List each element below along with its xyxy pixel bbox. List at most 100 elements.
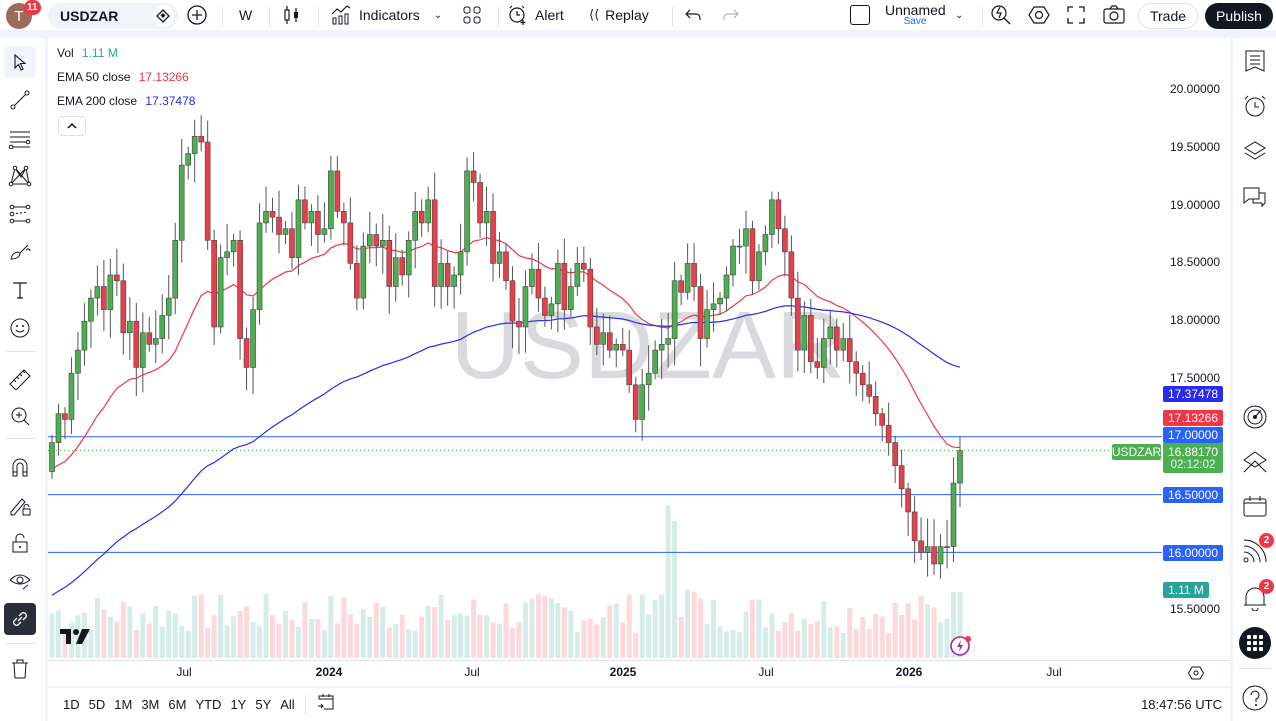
candle[interactable] [315, 195, 321, 254]
candle[interactable] [593, 308, 600, 356]
candle[interactable] [360, 232, 367, 310]
lock-all-drawings[interactable] [4, 527, 36, 559]
candle[interactable] [120, 263, 127, 355]
layout-checkbox[interactable] [850, 0, 870, 32]
calendar-button[interactable] [1240, 491, 1270, 521]
candle[interactable] [568, 268, 574, 317]
news-feed-button[interactable] [1240, 536, 1270, 566]
candle[interactable] [328, 155, 334, 240]
candle[interactable] [451, 266, 457, 309]
candle[interactable] [606, 315, 613, 359]
candle[interactable] [866, 361, 873, 404]
quick-search-button[interactable] [990, 0, 1012, 32]
candle[interactable] [769, 191, 775, 248]
candle[interactable] [146, 316, 153, 352]
candle[interactable] [944, 519, 950, 569]
chat-button[interactable] [1240, 183, 1270, 213]
candle[interactable] [555, 249, 561, 333]
sync-drawings[interactable] [4, 603, 36, 635]
candle[interactable] [710, 282, 717, 332]
candle[interactable] [386, 225, 393, 315]
candle[interactable] [334, 156, 341, 218]
candle[interactable] [730, 238, 736, 287]
save-link[interactable]: Save [903, 16, 927, 27]
candle[interactable] [308, 204, 315, 246]
candle[interactable] [470, 152, 477, 202]
candle[interactable] [243, 327, 250, 391]
candle[interactable] [418, 199, 425, 237]
candle[interactable] [178, 138, 185, 263]
candle[interactable] [736, 228, 743, 265]
candle[interactable] [392, 233, 399, 302]
candle[interactable] [165, 274, 172, 340]
candle[interactable] [717, 291, 723, 316]
candle[interactable] [827, 310, 834, 365]
flash-alert-button[interactable] [949, 634, 971, 656]
candle[interactable] [762, 225, 769, 266]
range-3m[interactable]: 3M [141, 697, 160, 712]
products-menu-button[interactable] [1239, 627, 1271, 659]
replay-button[interactable]: ⟨⟨ Replay [589, 7, 649, 23]
candle[interactable] [425, 186, 431, 233]
forecast-tool[interactable] [4, 198, 36, 230]
tradingview-logo[interactable] [60, 628, 92, 646]
hotlists-button[interactable] [1240, 402, 1270, 432]
candle[interactable] [879, 407, 885, 442]
help-button[interactable] [1240, 683, 1270, 713]
layout-menu-chevron[interactable]: ⌄ [955, 0, 963, 32]
candle[interactable] [107, 258, 114, 338]
notifications-button[interactable] [1240, 582, 1270, 612]
candle[interactable] [354, 245, 360, 311]
candle[interactable] [211, 229, 217, 345]
candle[interactable] [101, 259, 107, 332]
candle[interactable] [645, 345, 652, 411]
alert-button[interactable]: Alert [507, 0, 564, 32]
candle[interactable] [379, 213, 386, 274]
symbol-search[interactable]: USDZAR [48, 3, 178, 29]
measure-tool[interactable] [4, 363, 36, 395]
candle[interactable] [905, 482, 911, 536]
candle[interactable] [937, 533, 944, 579]
candle[interactable] [263, 186, 269, 233]
candle[interactable] [114, 248, 120, 297]
brush-tool[interactable] [4, 236, 36, 268]
candle[interactable] [808, 298, 814, 374]
candle[interactable] [678, 274, 684, 306]
indicators-button[interactable]: Indicators ⌄ [330, 0, 442, 32]
candle[interactable] [749, 220, 756, 295]
add-symbol-button[interactable] [186, 0, 208, 32]
candle[interactable] [444, 251, 451, 306]
redo-button[interactable] [722, 0, 740, 32]
candle[interactable] [269, 197, 276, 233]
candle[interactable] [833, 318, 840, 368]
candle[interactable] [561, 238, 568, 330]
candle[interactable] [801, 301, 808, 373]
candle[interactable] [911, 496, 918, 563]
candle[interactable] [198, 115, 204, 152]
fullscreen-button[interactable] [1066, 0, 1086, 32]
candle[interactable] [704, 290, 710, 348]
symbol-info-icon[interactable] [152, 5, 174, 27]
candle[interactable] [957, 436, 963, 508]
candle[interactable] [172, 222, 179, 315]
object-tree-button[interactable] [1240, 136, 1270, 166]
candle[interactable] [496, 231, 503, 279]
magnet-mode[interactable] [4, 451, 36, 483]
candle[interactable] [924, 518, 931, 577]
candle[interactable] [399, 249, 406, 286]
templates-button[interactable] [462, 0, 482, 32]
range-ytd[interactable]: YTD [195, 697, 222, 712]
candle[interactable] [68, 357, 75, 434]
candle[interactable] [347, 197, 354, 270]
undo-button[interactable] [684, 0, 702, 32]
candle[interactable] [859, 365, 866, 402]
lock-drawings-pencil[interactable] [4, 489, 36, 521]
candle[interactable] [658, 319, 665, 379]
candle[interactable] [204, 120, 211, 250]
candle[interactable] [256, 203, 263, 325]
candle[interactable] [846, 314, 853, 384]
candle[interactable] [88, 289, 94, 348]
interval-button[interactable]: W [239, 7, 253, 23]
candle[interactable] [75, 331, 81, 400]
candle[interactable] [522, 270, 529, 353]
